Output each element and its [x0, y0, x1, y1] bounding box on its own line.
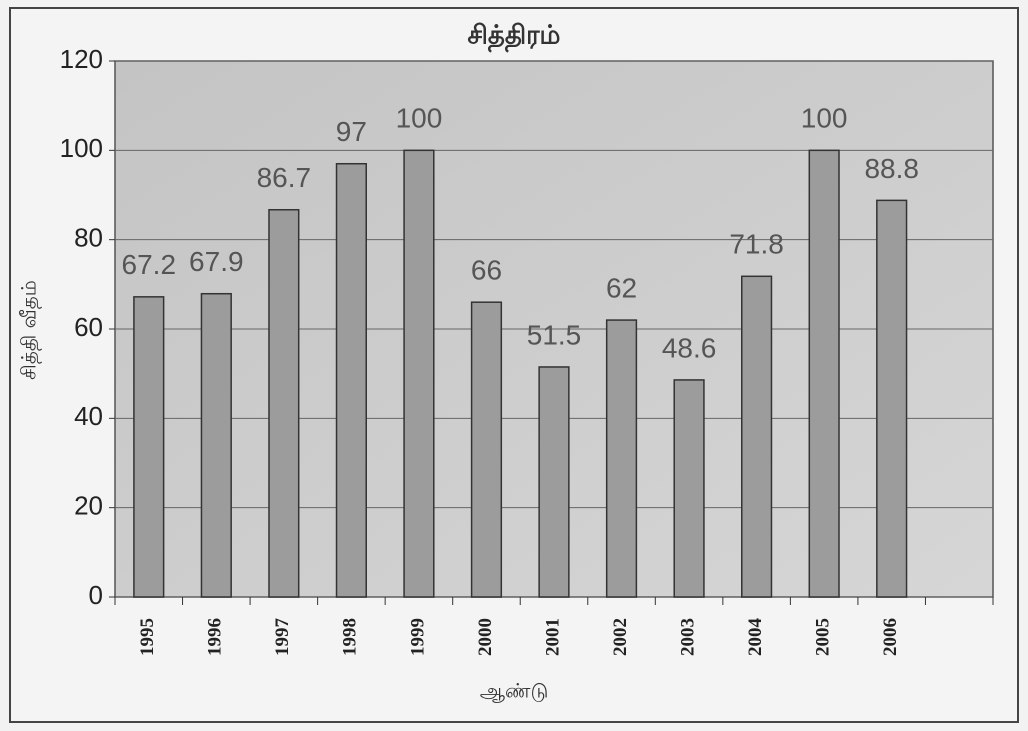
x-tick-label: 1997: [272, 618, 293, 657]
y-tick-label: 60: [74, 312, 103, 342]
x-tick-label: 2000: [475, 618, 496, 656]
bar: [741, 275, 773, 598]
y-axis-label: சித்தி வீதம்: [17, 280, 42, 380]
value-label: 48.6: [662, 332, 717, 363]
value-label: 67.9: [189, 246, 244, 277]
y-tick-label: 80: [74, 223, 103, 253]
value-label: 71.8: [729, 229, 784, 260]
y-tick-label: 0: [89, 580, 103, 610]
value-label: 100: [396, 103, 443, 134]
x-tick-label: 1996: [205, 618, 226, 656]
value-label: 67.2: [122, 249, 177, 280]
value-label: 62: [606, 272, 637, 303]
x-tick-label: 2004: [745, 618, 766, 657]
x-tick-label: 2005: [813, 618, 834, 656]
bar: [200, 292, 232, 598]
x-tick-label: 2001: [542, 618, 563, 656]
bar: [335, 162, 367, 598]
bar: [876, 199, 908, 598]
y-tick-label: 100: [60, 133, 103, 163]
bar: [403, 149, 435, 598]
x-tick-label: 1995: [137, 618, 158, 656]
chart-title: சித்திரம்: [468, 21, 561, 53]
bar: [673, 379, 705, 598]
bar: [470, 301, 503, 598]
value-label: 97: [336, 116, 367, 147]
x-tick-label: 2003: [677, 618, 698, 656]
bar: [808, 149, 840, 598]
y-tick-label: 20: [74, 491, 103, 521]
value-label: 100: [801, 103, 848, 134]
y-tick-label: 40: [74, 401, 103, 431]
x-tick-label: 2002: [610, 618, 631, 656]
bar: [605, 319, 638, 598]
x-tick-label: 1999: [407, 618, 428, 656]
value-label: 86.7: [257, 162, 312, 193]
value-label: 66: [471, 255, 502, 286]
y-tick-label: 120: [60, 44, 103, 74]
x-axis-label: ஆண்டு: [480, 679, 549, 704]
bar: [268, 208, 300, 598]
x-tick-label: 2006: [880, 618, 901, 656]
bar: [538, 366, 570, 598]
value-label: 88.8: [864, 153, 919, 184]
bar: [133, 296, 165, 598]
value-label: 51.5: [527, 319, 582, 350]
x-tick-label: 1998: [340, 618, 361, 656]
